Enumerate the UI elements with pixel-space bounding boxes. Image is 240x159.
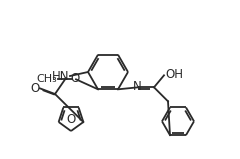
Text: OH: OH — [165, 68, 183, 81]
Text: CH₃: CH₃ — [36, 74, 57, 84]
Text: HN: HN — [52, 69, 69, 83]
Text: O: O — [30, 82, 40, 94]
Text: N: N — [133, 80, 141, 93]
Text: O: O — [70, 72, 80, 85]
Text: O: O — [66, 113, 76, 126]
